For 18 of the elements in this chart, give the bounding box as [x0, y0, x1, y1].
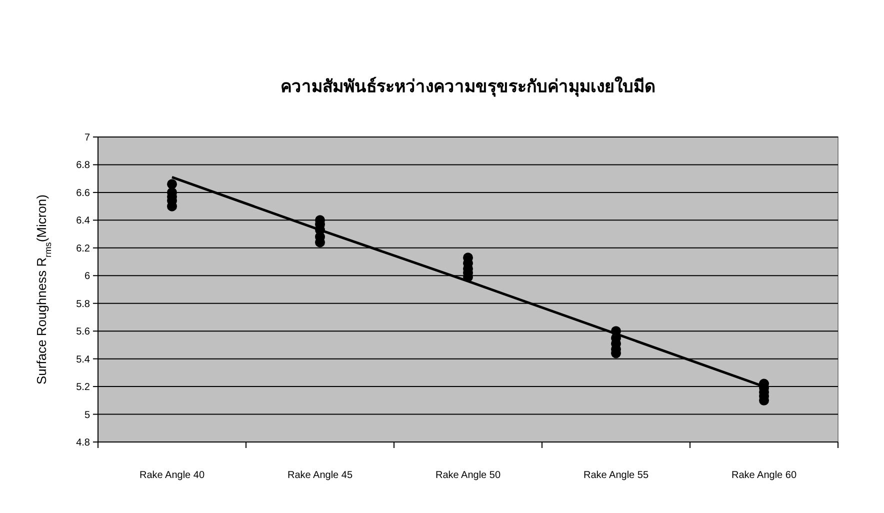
x-tick-label: Rake Angle 50	[435, 470, 501, 481]
y-tick-label: 6.6	[76, 188, 90, 199]
x-tick-label: Rake Angle 45	[287, 470, 353, 481]
y-tick-label: 4.8	[76, 438, 90, 448]
x-tick-label: Rake Angle 60	[731, 470, 797, 481]
y-tick-label: 5	[84, 410, 90, 421]
y-tick-label: 5.8	[76, 298, 90, 310]
y-tick-label: 6.4	[76, 216, 90, 227]
y-tick-label: 5.6	[76, 326, 90, 338]
chart-title: ความสัมพันธ์ระหว่างความขรุขระกับค่ามุมเงยใบมีด	[280, 76, 656, 97]
x-tick-label: Rake Angle 55	[583, 470, 649, 481]
x-tick-label: Rake Angle 40	[139, 470, 205, 481]
y-tick-label: 6.8	[76, 160, 90, 172]
y-tick-label: 7	[84, 132, 90, 144]
y-tick-label: 6	[84, 271, 90, 282]
y-tick-label: 5.2	[76, 382, 90, 394]
y-tick-label: 5.4	[76, 354, 90, 366]
y-tick-label: 6.2	[76, 243, 90, 254]
